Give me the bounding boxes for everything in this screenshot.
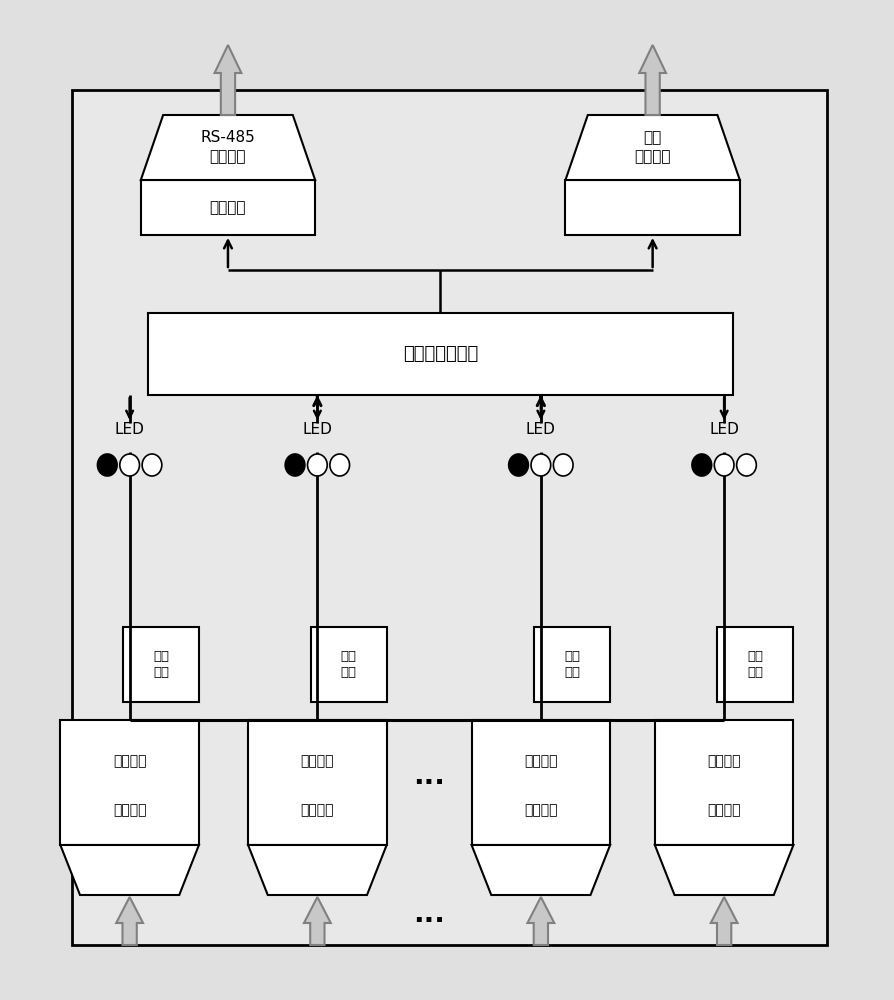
Text: 差分电路: 差分电路 bbox=[524, 754, 558, 768]
Text: 差分电路: 差分电路 bbox=[113, 754, 147, 768]
Circle shape bbox=[531, 454, 551, 476]
Polygon shape bbox=[304, 897, 331, 945]
FancyBboxPatch shape bbox=[654, 720, 794, 845]
Polygon shape bbox=[116, 897, 143, 945]
Circle shape bbox=[737, 454, 756, 476]
Polygon shape bbox=[527, 897, 554, 945]
Text: RS-485
输出接口: RS-485 输出接口 bbox=[200, 130, 256, 165]
Text: 输入接口: 输入接口 bbox=[300, 803, 334, 817]
Polygon shape bbox=[248, 845, 386, 895]
Polygon shape bbox=[654, 845, 794, 895]
Circle shape bbox=[692, 454, 712, 476]
Text: LED: LED bbox=[302, 422, 333, 437]
FancyBboxPatch shape bbox=[472, 720, 610, 845]
FancyBboxPatch shape bbox=[72, 90, 827, 945]
Polygon shape bbox=[711, 897, 738, 945]
Text: 拨码
开关: 拨码 开关 bbox=[747, 650, 763, 679]
FancyBboxPatch shape bbox=[535, 627, 610, 702]
Text: 差分电路: 差分电路 bbox=[707, 754, 741, 768]
Text: 输入接口: 输入接口 bbox=[524, 803, 558, 817]
Text: 拨码
开关: 拨码 开关 bbox=[153, 650, 169, 679]
FancyBboxPatch shape bbox=[311, 627, 387, 702]
Text: 输入接口: 输入接口 bbox=[707, 803, 741, 817]
Text: 输入接口: 输入接口 bbox=[113, 803, 147, 817]
Circle shape bbox=[285, 454, 305, 476]
Text: LED: LED bbox=[526, 422, 556, 437]
FancyBboxPatch shape bbox=[565, 180, 739, 235]
Polygon shape bbox=[215, 45, 241, 115]
Circle shape bbox=[97, 454, 117, 476]
FancyBboxPatch shape bbox=[122, 627, 198, 702]
Text: LED: LED bbox=[114, 422, 145, 437]
Circle shape bbox=[120, 454, 139, 476]
Circle shape bbox=[142, 454, 162, 476]
Circle shape bbox=[714, 454, 734, 476]
Polygon shape bbox=[472, 845, 610, 895]
Polygon shape bbox=[639, 45, 666, 115]
Text: 光纤
输出接口: 光纤 输出接口 bbox=[635, 130, 670, 165]
Text: LED: LED bbox=[709, 422, 739, 437]
Text: 差分电路: 差分电路 bbox=[300, 754, 334, 768]
Circle shape bbox=[308, 454, 327, 476]
FancyBboxPatch shape bbox=[141, 180, 316, 235]
Polygon shape bbox=[60, 845, 198, 895]
Circle shape bbox=[553, 454, 573, 476]
FancyBboxPatch shape bbox=[60, 720, 198, 845]
FancyBboxPatch shape bbox=[248, 720, 386, 845]
Text: ···: ··· bbox=[413, 768, 445, 796]
FancyBboxPatch shape bbox=[148, 313, 733, 395]
Text: 差分电路: 差分电路 bbox=[210, 200, 246, 215]
Polygon shape bbox=[141, 115, 316, 180]
FancyBboxPatch shape bbox=[718, 627, 794, 702]
Circle shape bbox=[330, 454, 350, 476]
Text: 拨码
开关: 拨码 开关 bbox=[341, 650, 357, 679]
Text: 可编程逻辑器件: 可编程逻辑器件 bbox=[402, 345, 478, 363]
Circle shape bbox=[509, 454, 528, 476]
Text: ···: ··· bbox=[413, 907, 445, 935]
Polygon shape bbox=[565, 115, 739, 180]
Text: 拨码
开关: 拨码 开关 bbox=[564, 650, 580, 679]
